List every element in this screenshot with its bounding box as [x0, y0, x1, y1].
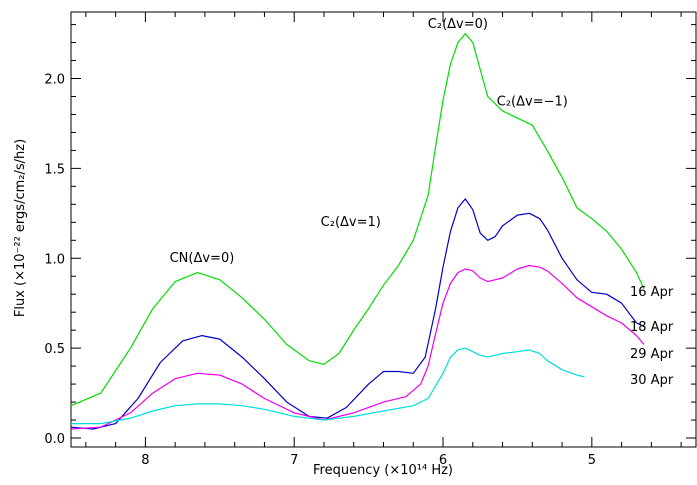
legend-label-30-apr: 30 Apr	[630, 373, 674, 388]
y-tick-label: 0.0	[44, 432, 65, 447]
plot-border	[70, 11, 697, 448]
series-line-29-apr	[70, 264, 645, 430]
band-annotation: C₂(Δv=1)	[321, 215, 381, 230]
legend-label-29-apr: 29 Apr	[630, 347, 674, 362]
x-axis-title: Frequency (×10¹⁴ Hz)	[313, 463, 453, 478]
series-line-16-apr	[70, 33, 645, 407]
x-axis-ticks: 8 7 6 5	[85, 12, 682, 468]
y-tick-label: 0.5	[44, 342, 65, 357]
band-annotation: C₂(Δv=0)	[428, 17, 488, 32]
series-line-30-apr	[71, 347, 585, 425]
y-axis-ticks: 0.0 0.5 1.0 1.5 2.0	[44, 24, 696, 447]
x-tick-label: 6	[439, 453, 447, 468]
annotation-layer: CN(Δv=0) C₂(Δv=1) C₂(Δv=0) C₂(Δv=−1)	[170, 17, 568, 266]
legend-label-16-apr: 16 Apr	[630, 285, 674, 300]
band-annotation: C₂(Δv=−1)	[497, 94, 568, 109]
x-tick-label: 8	[141, 453, 149, 468]
band-annotation: CN(Δv=0)	[170, 251, 235, 266]
legend-layer: 16 Apr 18 Apr 29 Apr 30 Apr	[630, 285, 674, 388]
series-layer	[70, 33, 645, 430]
plot-frame	[70, 11, 697, 448]
x-tick-label: 5	[588, 453, 596, 468]
y-tick-label: 1.0	[44, 252, 65, 267]
legend-label-18-apr: 18 Apr	[630, 320, 674, 335]
x-tick-label: 7	[290, 453, 298, 468]
y-tick-label: 2.0	[44, 73, 65, 88]
y-axis-title: Flux (×10⁻²² ergs/cm₂/s/hz)	[13, 139, 28, 317]
series-line-18-apr	[70, 198, 645, 430]
y-tick-label: 1.5	[44, 162, 65, 177]
